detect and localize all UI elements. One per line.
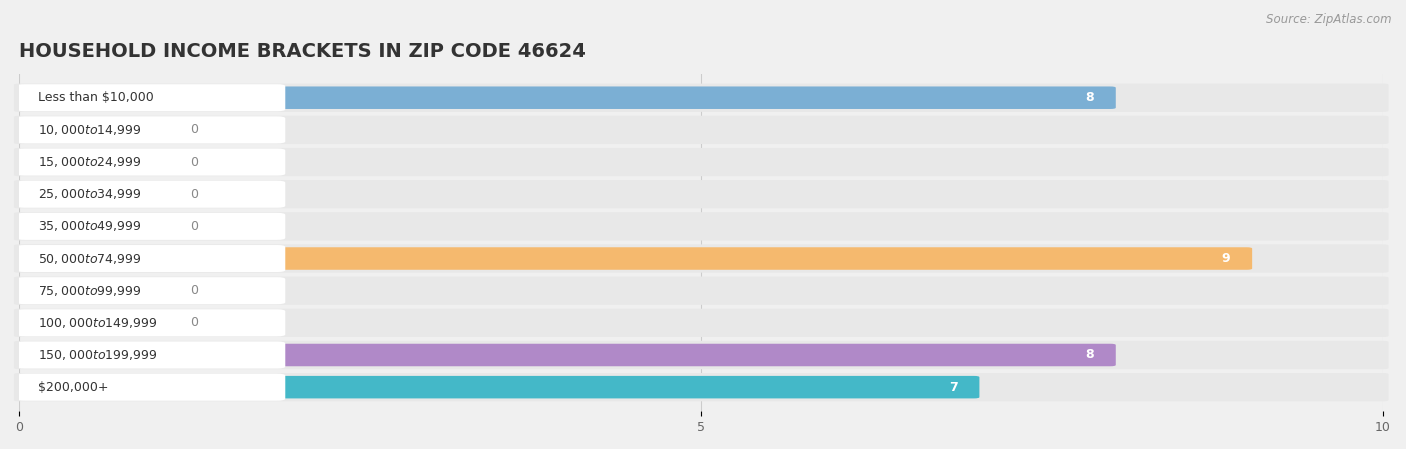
Text: Less than $10,000: Less than $10,000 — [38, 91, 155, 104]
FancyBboxPatch shape — [14, 341, 1389, 369]
FancyBboxPatch shape — [17, 374, 285, 401]
Text: $10,000 to $14,999: $10,000 to $14,999 — [38, 123, 142, 137]
Text: $25,000 to $34,999: $25,000 to $34,999 — [38, 187, 142, 201]
Text: $100,000 to $149,999: $100,000 to $149,999 — [38, 316, 157, 330]
FancyBboxPatch shape — [14, 84, 1389, 112]
FancyBboxPatch shape — [14, 244, 1389, 273]
Text: 0: 0 — [190, 155, 198, 168]
FancyBboxPatch shape — [14, 212, 1389, 241]
Text: HOUSEHOLD INCOME BRACKETS IN ZIP CODE 46624: HOUSEHOLD INCOME BRACKETS IN ZIP CODE 46… — [20, 42, 586, 61]
Text: $50,000 to $74,999: $50,000 to $74,999 — [38, 251, 142, 265]
Text: $75,000 to $99,999: $75,000 to $99,999 — [38, 284, 142, 298]
FancyBboxPatch shape — [14, 116, 1389, 144]
FancyBboxPatch shape — [14, 151, 174, 173]
FancyBboxPatch shape — [14, 148, 1389, 176]
Text: 0: 0 — [190, 123, 198, 136]
FancyBboxPatch shape — [17, 180, 285, 208]
Text: $15,000 to $24,999: $15,000 to $24,999 — [38, 155, 142, 169]
Text: $150,000 to $199,999: $150,000 to $199,999 — [38, 348, 157, 362]
Text: 9: 9 — [1222, 252, 1230, 265]
Text: 8: 8 — [1085, 91, 1094, 104]
FancyBboxPatch shape — [14, 344, 1116, 366]
FancyBboxPatch shape — [17, 309, 285, 336]
FancyBboxPatch shape — [17, 245, 285, 272]
FancyBboxPatch shape — [17, 213, 285, 240]
Text: $35,000 to $49,999: $35,000 to $49,999 — [38, 220, 142, 233]
Text: $200,000+: $200,000+ — [38, 381, 108, 394]
FancyBboxPatch shape — [14, 180, 1389, 208]
FancyBboxPatch shape — [14, 373, 1389, 401]
Text: 0: 0 — [190, 284, 198, 297]
FancyBboxPatch shape — [14, 277, 1389, 305]
FancyBboxPatch shape — [14, 247, 1253, 270]
Text: Source: ZipAtlas.com: Source: ZipAtlas.com — [1267, 13, 1392, 26]
Text: 0: 0 — [190, 188, 198, 201]
FancyBboxPatch shape — [17, 84, 285, 111]
FancyBboxPatch shape — [17, 277, 285, 304]
Text: 0: 0 — [190, 317, 198, 329]
FancyBboxPatch shape — [14, 119, 174, 141]
Text: 8: 8 — [1085, 348, 1094, 361]
FancyBboxPatch shape — [17, 149, 285, 176]
FancyBboxPatch shape — [14, 279, 174, 302]
FancyBboxPatch shape — [14, 183, 174, 206]
FancyBboxPatch shape — [14, 376, 980, 398]
FancyBboxPatch shape — [14, 215, 174, 238]
Text: 0: 0 — [190, 220, 198, 233]
FancyBboxPatch shape — [14, 87, 1116, 109]
FancyBboxPatch shape — [14, 312, 174, 334]
Text: 7: 7 — [949, 381, 957, 394]
FancyBboxPatch shape — [14, 309, 1389, 337]
FancyBboxPatch shape — [17, 342, 285, 369]
FancyBboxPatch shape — [17, 116, 285, 143]
